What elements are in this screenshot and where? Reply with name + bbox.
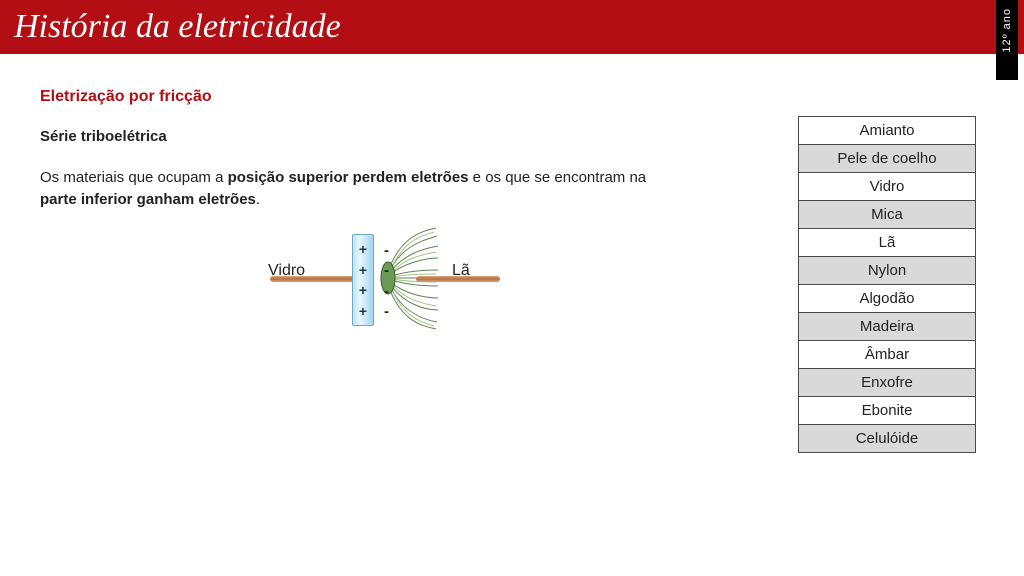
tribo-cell: Amianto — [799, 117, 976, 145]
section-subheading: Eletrização por fricção — [40, 88, 984, 106]
plus-sign: + — [359, 282, 367, 298]
rod-left — [270, 276, 355, 282]
desc-text-3: . — [256, 191, 260, 208]
table-row: Âmbar — [799, 341, 976, 369]
slide-header: História da eletricidade — [0, 0, 1024, 54]
desc-bold-1: posição superior perdem eletrões — [228, 169, 469, 186]
friction-diagram: Vidro + + + + — [270, 226, 500, 346]
table-row: Mica — [799, 201, 976, 229]
tribo-cell: Enxofre — [799, 369, 976, 397]
minus-sign: - — [384, 242, 389, 259]
tribo-cell: Algodão — [799, 285, 976, 313]
desc-text-1: Os materiais que ocupam a — [40, 169, 228, 186]
table-row: Celulóide — [799, 425, 976, 453]
tribo-cell: Ebonite — [799, 397, 976, 425]
table-row: Vidro — [799, 173, 976, 201]
diagram-label-wool: Lã — [452, 262, 470, 280]
tribo-cell: Pele de coelho — [799, 145, 976, 173]
description-paragraph: Os materiais que ocupam a posição superi… — [40, 167, 650, 211]
tribo-cell: Lã — [799, 229, 976, 257]
minus-column: - - - - — [384, 240, 389, 322]
plus-sign: + — [359, 241, 367, 257]
triboelectric-series-table: Amianto Pele de coelho Vidro Mica Lã Nyl… — [798, 116, 976, 453]
tribo-cell: Nylon — [799, 257, 976, 285]
table-row: Lã — [799, 229, 976, 257]
tribo-table-body: Amianto Pele de coelho Vidro Mica Lã Nyl… — [799, 117, 976, 453]
plus-sign: + — [359, 262, 367, 278]
minus-sign: - — [384, 303, 389, 320]
grade-tag-label: 12º ano — [1001, 8, 1013, 53]
table-row: Nylon — [799, 257, 976, 285]
table-row: Pele de coelho — [799, 145, 976, 173]
slide-title: História da eletricidade — [14, 8, 341, 46]
tribo-cell: Madeira — [799, 313, 976, 341]
desc-bold-2: parte inferior ganham eletrões — [40, 191, 256, 208]
tribo-cell: Mica — [799, 201, 976, 229]
tribo-cell: Âmbar — [799, 341, 976, 369]
minus-sign: - — [384, 262, 389, 279]
tribo-cell: Vidro — [799, 173, 976, 201]
table-row: Amianto — [799, 117, 976, 145]
minus-sign: - — [384, 283, 389, 300]
table-row: Algodão — [799, 285, 976, 313]
tribo-cell: Celulóide — [799, 425, 976, 453]
table-row: Enxofre — [799, 369, 976, 397]
glass-rod: + + + + — [352, 234, 374, 326]
table-row: Ebonite — [799, 397, 976, 425]
plus-sign: + — [359, 303, 367, 319]
desc-text-2: e os que se encontram na — [469, 169, 647, 186]
table-row: Madeira — [799, 313, 976, 341]
